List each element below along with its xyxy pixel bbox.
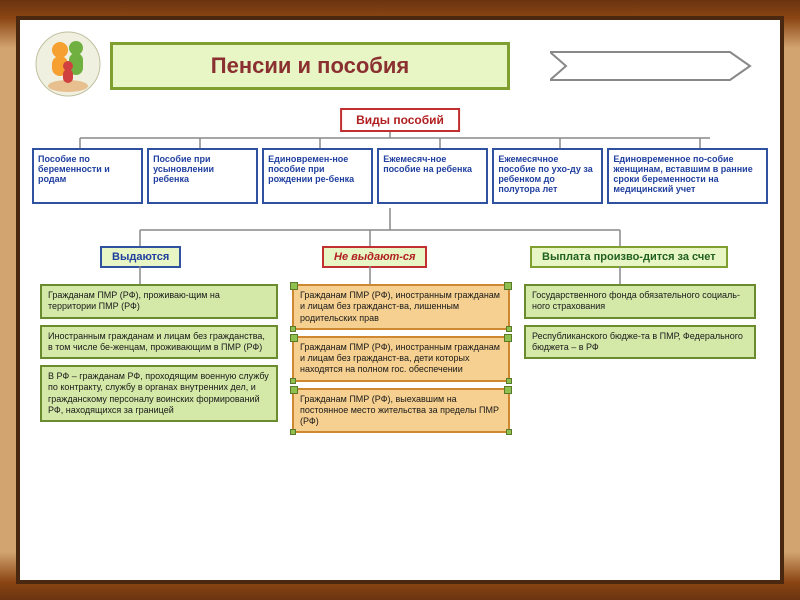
- issued-item: В РФ – гражданам РФ, проходящим военную …: [40, 365, 278, 422]
- family-icon: [32, 28, 104, 100]
- subheader-not-issued: Не выдают-ся: [322, 246, 427, 268]
- root-node: Виды пособий: [340, 108, 460, 132]
- column-payment: Государственного фонда обязательного соц…: [524, 284, 756, 359]
- payment-item: Республиканского бюдже-та в ПМР, Федерал…: [524, 325, 756, 360]
- payment-item: Государственного фонда обязательного соц…: [524, 284, 756, 319]
- not-issued-item: Гражданам ПМР (РФ), иностранным граждана…: [292, 336, 510, 382]
- subheader-payment: Выплата произво-дится за счет: [530, 246, 728, 268]
- outer-frame: Пенсии и пособия Виды пособий Пособие по…: [0, 0, 800, 600]
- benefit-box: Единовремен-ное пособие при рождении ре-…: [262, 148, 373, 204]
- ribbon-decor: [550, 46, 760, 86]
- benefits-row: Пособие по беременности и родам Пособие …: [32, 148, 768, 204]
- subheader-issued: Выдаются: [100, 246, 181, 268]
- inner-frame: Пенсии и пособия Виды пособий Пособие по…: [16, 16, 784, 584]
- benefit-box: Ежемесяч-ное пособие на ребенка: [377, 148, 488, 204]
- column-issued: Гражданам ПМР (РФ), проживаю-щим на терр…: [40, 284, 278, 422]
- benefit-box: Пособие при усыновлении ребенка: [147, 148, 258, 204]
- not-issued-item: Гражданам ПМР (РФ), выехавшим на постоян…: [292, 388, 510, 434]
- column-not-issued: Гражданам ПМР (РФ), иностранным граждана…: [292, 284, 510, 433]
- not-issued-item: Гражданам ПМР (РФ), иностранным граждана…: [292, 284, 510, 330]
- benefit-box: Ежемесячное пособие по ухо-ду за ребенко…: [492, 148, 603, 204]
- page-title: Пенсии и пособия: [110, 42, 510, 90]
- issued-item: Гражданам ПМР (РФ), проживаю-щим на терр…: [40, 284, 278, 319]
- benefit-box: Единовременное по-собие женщинам, вставш…: [607, 148, 768, 204]
- issued-item: Иностранным гражданам и лицам без гражда…: [40, 325, 278, 360]
- benefit-box: Пособие по беременности и родам: [32, 148, 143, 204]
